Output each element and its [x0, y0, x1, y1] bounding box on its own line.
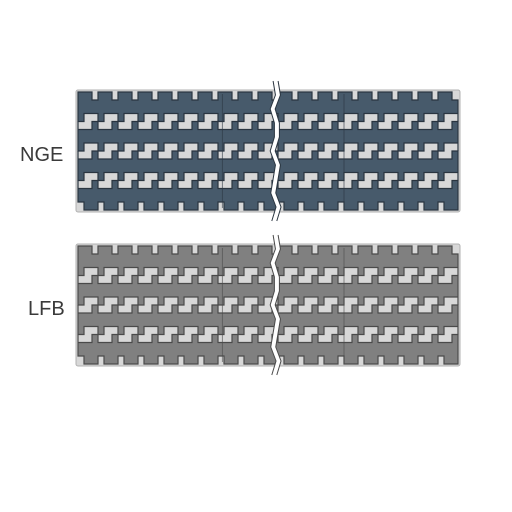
belt-diagram [0, 0, 512, 512]
label-lfb: LFB [28, 298, 65, 321]
label-nge: NGE [20, 144, 63, 167]
